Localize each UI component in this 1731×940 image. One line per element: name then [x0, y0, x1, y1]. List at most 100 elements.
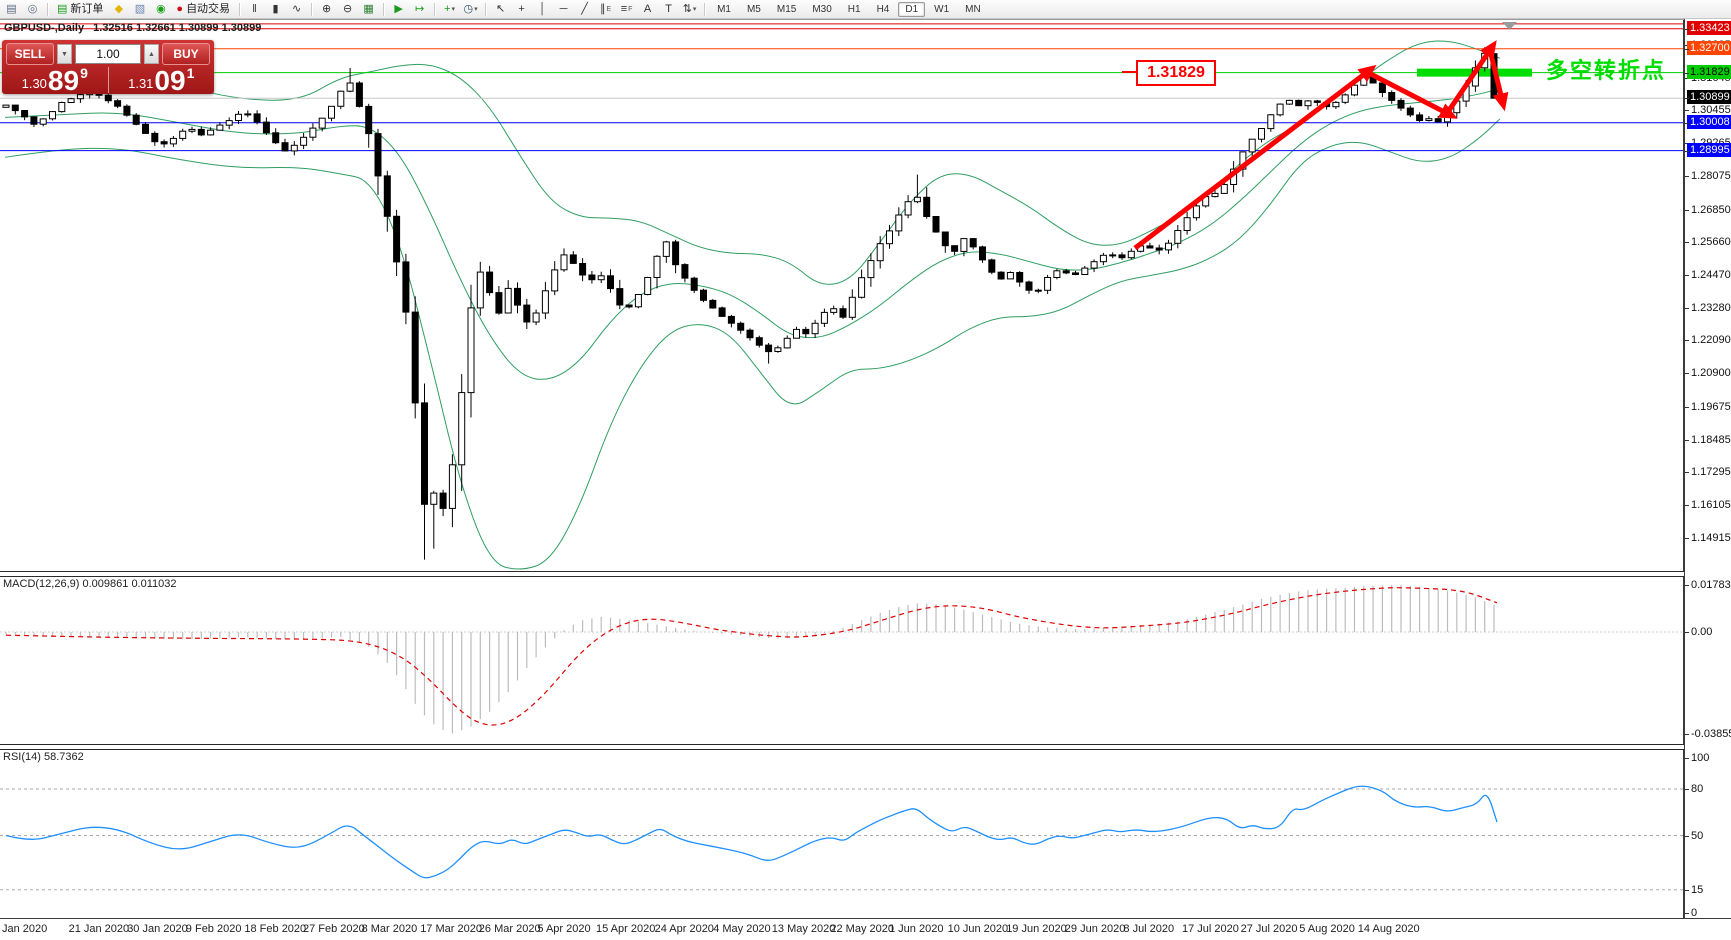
equidistant-channel-icon[interactable]: ∥ E [596, 0, 615, 19]
candle-body [179, 130, 187, 139]
zoom-in-icon[interactable]: ⊕ [317, 0, 336, 19]
candle-body [262, 121, 270, 134]
axis-tick [1685, 439, 1689, 441]
sell-price[interactable]: 1.30 89 9 [2, 65, 108, 95]
price-axis-label: 1.28075 [1691, 169, 1731, 182]
rsi-name: RSI(14) [3, 751, 41, 763]
metaquotes-icon[interactable]: ◆ [109, 0, 128, 19]
timeframe-button-m15[interactable]: M15 [776, 3, 797, 15]
zoom-out-icon[interactable]: ⊖ [338, 0, 357, 19]
candle-body [328, 105, 335, 119]
indicators-icon[interactable]: + ▾ [440, 0, 459, 19]
price-annotation-box[interactable]: 1.31829 [1136, 60, 1216, 86]
candle-body [569, 254, 577, 264]
text-label-icon[interactable]: T [659, 0, 678, 19]
sell-button[interactable]: SELL [6, 43, 54, 65]
candle-body [1406, 107, 1414, 116]
arrows-icon[interactable]: ⇅ ▾ [680, 0, 699, 19]
candle-body [67, 98, 75, 103]
timeframe-button-d1[interactable]: D1 [898, 1, 926, 17]
candle-body [244, 113, 252, 116]
scroll-end-marker-icon [1502, 22, 1517, 30]
trendline-icon[interactable]: ╱ [575, 0, 594, 19]
axis-tick [1685, 584, 1689, 586]
toolbar-separator [47, 2, 48, 16]
candle-body [848, 296, 856, 318]
candle-body [653, 255, 661, 278]
volume-increase-button[interactable]: ▲ [144, 44, 159, 64]
volume-input[interactable]: 1.00 [75, 44, 141, 64]
fibonacci-retracement-icon[interactable]: ≡ F [617, 0, 636, 19]
trend-arrow[interactable] [1444, 40, 1497, 115]
timeframe-button-h4[interactable]: H4 [876, 3, 890, 15]
candle-body [402, 261, 410, 313]
publish-chart-icon[interactable]: ▧ [130, 0, 149, 19]
candle-body [802, 328, 810, 335]
timeframe-button-mn[interactable]: MN [965, 3, 981, 15]
buy-price[interactable]: 1.31 09 1 [109, 65, 215, 95]
new-order-button[interactable]: ▤ 新订单 [53, 0, 107, 19]
candle-body [309, 127, 317, 138]
publish-chart-icon: ▧ [134, 2, 146, 15]
candle-body [49, 111, 56, 120]
axis-tick [1685, 632, 1689, 633]
candle-body [700, 289, 707, 301]
axis-tick [1685, 150, 1689, 152]
axis-tick [1685, 734, 1689, 736]
candlestick-chart-icon[interactable]: ▮ [266, 0, 285, 19]
indicators-icon: + [444, 2, 451, 15]
date-axis[interactable]: Jan 2020 21 Jan 2020 30 Jan 2020 9 Feb 2020… [0, 918, 1731, 940]
line-chart-icon[interactable]: ∿ [287, 0, 306, 19]
chart-symbol-period: GBPUSD-,Daily [4, 22, 85, 34]
price-axis[interactable]: 1.328351.316451.304551.292651.280751.268… [1684, 19, 1731, 919]
candle-body [1192, 205, 1200, 219]
text-icon[interactable]: A [638, 0, 657, 19]
line-chart-icon: ∿ [291, 2, 302, 15]
timeframe-button-w1[interactable]: W1 [934, 3, 950, 15]
chart-window-icon[interactable]: ▤ [2, 0, 21, 19]
symbol-search-icon[interactable]: ◎ [23, 0, 42, 19]
toolbar-separator [485, 2, 487, 16]
cursor-icon[interactable]: ↖ [491, 0, 510, 19]
candle-body [746, 329, 754, 339]
candle-body [783, 337, 791, 349]
crosshair-icon[interactable]: + [512, 0, 531, 19]
axis-tick [1685, 307, 1689, 309]
timeframe-button-h1[interactable]: H1 [847, 3, 861, 15]
price-level-tag: 1.32700 [1687, 40, 1731, 55]
periods-icon[interactable]: ◷ ▾ [461, 0, 480, 19]
turning-point-label[interactable]: 多空转折点 [1546, 58, 1667, 83]
icon-sub-label: F [628, 5, 633, 13]
trend-arrow[interactable] [1487, 49, 1509, 112]
trend-arrow[interactable] [1133, 64, 1377, 251]
periods-icon: ◷ [463, 2, 474, 15]
buy-button[interactable]: BUY [162, 43, 210, 65]
candle-body [737, 322, 745, 331]
date-axis-label: 14 Aug 2020 [1357, 923, 1420, 935]
horizontal-line-icon[interactable]: ─ [554, 0, 573, 19]
signals-icon[interactable]: ◉ [151, 0, 170, 19]
chart-shift-icon[interactable]: ↦ [410, 0, 429, 19]
icon-sub-label: E [606, 5, 612, 13]
candle-body [142, 123, 149, 134]
timeframe-button-m30[interactable]: M30 [812, 3, 832, 15]
autotrading-button[interactable]: ● 自动交易 [172, 0, 234, 19]
candle-body [439, 492, 447, 509]
panel-splitter-rsi[interactable] [0, 744, 1731, 750]
timeframe-button-m5[interactable]: M5 [746, 3, 761, 15]
volume-decrease-button[interactable]: ▼ [57, 44, 72, 64]
trend-arrow[interactable] [1365, 69, 1458, 119]
macd-main-value: 0.009861 [82, 578, 129, 590]
vertical-line-icon[interactable]: │ [533, 0, 552, 19]
bar-chart-icon[interactable]: ‖ [245, 0, 264, 19]
zoom-in-icon: ⊕ [321, 2, 332, 15]
auto-scroll-icon[interactable]: ▶ [389, 0, 408, 19]
date-axis-label: 10 Jun 2020 [947, 923, 1009, 935]
panel-splitter-macd[interactable] [0, 571, 1731, 577]
candle-body [1127, 250, 1135, 259]
candle-body [625, 304, 633, 308]
timeframe-button-m1[interactable]: M1 [717, 3, 731, 15]
tile-windows-icon[interactable]: ▦ [359, 0, 378, 19]
candle-body [1341, 94, 1349, 103]
